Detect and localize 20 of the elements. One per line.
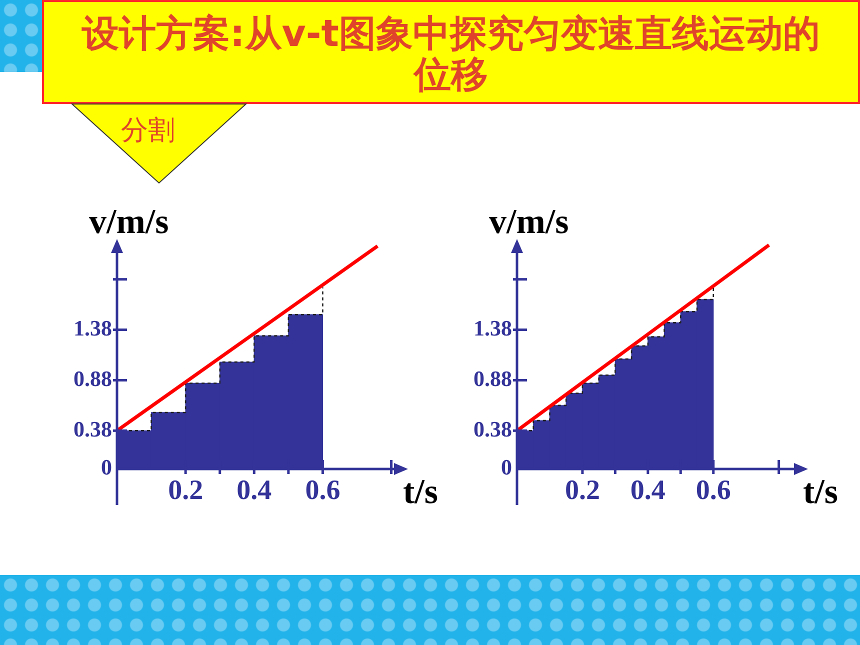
y-axis-title: v/m/s	[489, 202, 569, 241]
x-tick-label: 0.2	[168, 475, 204, 506]
y-tick-label: 0.38	[74, 416, 112, 442]
y-tick-label: 0	[501, 454, 512, 480]
y-tick-label: 0.88	[474, 366, 512, 391]
x-axis-title: t/s	[403, 472, 438, 511]
y-tick-label: 1.38	[74, 315, 112, 340]
y-tick-label: 1.38	[474, 315, 512, 340]
text: 分割	[121, 115, 175, 146]
x-axis-title: t/s	[803, 472, 838, 511]
y-tick-label: 0.38	[474, 416, 512, 442]
y-tick-label: 0.88	[74, 366, 112, 391]
x-tick-label: 0.4	[236, 475, 272, 506]
y-axis-title: v/m/s	[89, 202, 169, 241]
chart-title: 设计方案:从v-t图象中探究匀变速直线运动的位移	[82, 12, 820, 96]
x-tick-label: 0.6	[696, 475, 731, 506]
x-tick-label: 0.6	[305, 475, 340, 506]
x-tick-label: 0.4	[630, 475, 666, 506]
y-tick-label: 0	[101, 454, 112, 480]
x-tick-label: 0.2	[564, 475, 600, 506]
